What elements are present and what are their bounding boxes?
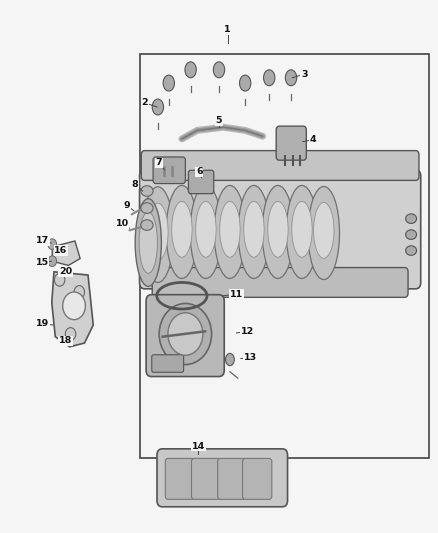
Polygon shape: [52, 272, 93, 347]
FancyBboxPatch shape: [165, 458, 194, 499]
Ellipse shape: [214, 185, 246, 278]
Ellipse shape: [185, 62, 196, 78]
Text: 17: 17: [35, 237, 49, 246]
Ellipse shape: [262, 185, 293, 278]
FancyBboxPatch shape: [140, 169, 421, 289]
Ellipse shape: [142, 187, 173, 282]
Ellipse shape: [264, 70, 275, 86]
FancyBboxPatch shape: [153, 157, 185, 183]
FancyBboxPatch shape: [243, 458, 272, 499]
Ellipse shape: [190, 185, 222, 278]
Text: 10: 10: [116, 220, 129, 229]
Ellipse shape: [292, 201, 312, 257]
Ellipse shape: [166, 185, 198, 278]
Circle shape: [74, 286, 85, 298]
Text: 20: 20: [59, 268, 72, 276]
Text: 16: 16: [54, 246, 67, 255]
FancyBboxPatch shape: [188, 170, 214, 193]
Ellipse shape: [135, 199, 161, 286]
Text: 2: 2: [141, 98, 148, 107]
Ellipse shape: [226, 353, 234, 366]
Text: 3: 3: [301, 70, 307, 78]
Text: 5: 5: [216, 116, 222, 125]
Text: 19: 19: [35, 319, 49, 328]
Circle shape: [48, 256, 57, 266]
Ellipse shape: [213, 62, 225, 78]
FancyBboxPatch shape: [152, 268, 408, 297]
Ellipse shape: [172, 201, 192, 257]
FancyBboxPatch shape: [152, 355, 184, 372]
Circle shape: [63, 292, 85, 320]
Circle shape: [48, 239, 57, 249]
Text: 6: 6: [196, 167, 203, 176]
Ellipse shape: [141, 185, 153, 196]
Ellipse shape: [406, 246, 417, 255]
Ellipse shape: [148, 203, 168, 261]
Ellipse shape: [139, 212, 157, 273]
FancyBboxPatch shape: [191, 458, 221, 499]
Ellipse shape: [238, 185, 270, 278]
Polygon shape: [52, 241, 80, 265]
Text: 14: 14: [192, 442, 205, 451]
Ellipse shape: [220, 201, 240, 257]
FancyBboxPatch shape: [276, 126, 306, 160]
Ellipse shape: [244, 201, 264, 257]
Text: 9: 9: [123, 201, 130, 210]
Ellipse shape: [406, 230, 417, 239]
Circle shape: [65, 328, 76, 341]
Ellipse shape: [406, 214, 417, 223]
Ellipse shape: [141, 203, 153, 213]
Text: 18: 18: [59, 336, 72, 345]
FancyBboxPatch shape: [157, 449, 288, 507]
Ellipse shape: [152, 99, 163, 115]
Ellipse shape: [308, 187, 339, 279]
Ellipse shape: [168, 313, 203, 356]
Text: 7: 7: [155, 158, 162, 167]
Text: 13: 13: [244, 353, 257, 362]
Text: 4: 4: [310, 135, 316, 144]
Text: 1: 1: [224, 26, 231, 35]
FancyBboxPatch shape: [146, 295, 224, 376]
FancyBboxPatch shape: [141, 151, 419, 180]
Text: 8: 8: [132, 180, 138, 189]
Ellipse shape: [268, 201, 288, 257]
Ellipse shape: [141, 220, 153, 230]
Ellipse shape: [240, 75, 251, 91]
Circle shape: [54, 273, 65, 286]
FancyBboxPatch shape: [218, 458, 247, 499]
Text: 11: 11: [230, 289, 243, 298]
Ellipse shape: [286, 185, 318, 278]
Text: 12: 12: [241, 327, 254, 336]
Ellipse shape: [163, 75, 174, 91]
Ellipse shape: [286, 70, 297, 86]
Ellipse shape: [196, 201, 216, 257]
Ellipse shape: [159, 303, 212, 365]
Ellipse shape: [314, 203, 334, 259]
Bar: [141, 54, 428, 458]
Text: 15: 15: [35, 258, 49, 266]
